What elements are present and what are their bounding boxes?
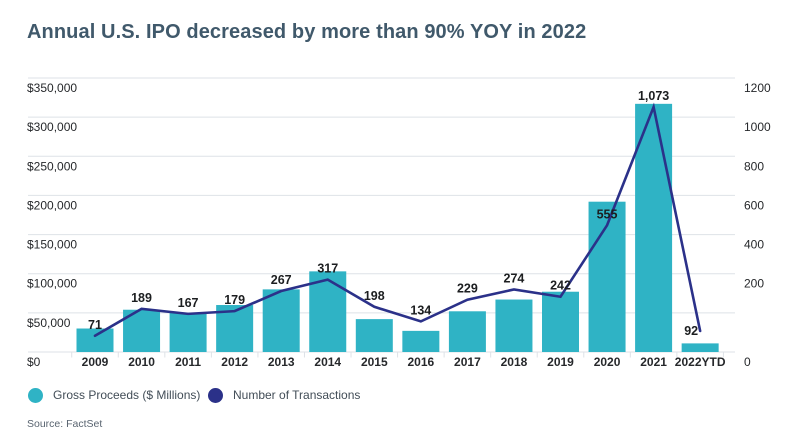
x-axis-label-2013: 2013 bbox=[268, 355, 295, 369]
right-axis-tick-label: 400 bbox=[744, 238, 764, 252]
transactions-label-2021: 1,073 bbox=[638, 89, 669, 103]
bar-2011 bbox=[169, 312, 207, 352]
bar-2017 bbox=[448, 311, 486, 352]
x-axis-label-2020: 2020 bbox=[594, 355, 621, 369]
left-axis-tick-label: $0 bbox=[27, 355, 41, 369]
transactions-label-2020: 555 bbox=[597, 207, 618, 221]
chart-title: Annual U.S. IPO decreased by more than 9… bbox=[27, 21, 587, 43]
x-axis-label-2019: 2019 bbox=[547, 355, 574, 369]
left-axis-tick-label: $350,000 bbox=[27, 81, 77, 95]
x-axis-label-2016: 2016 bbox=[407, 355, 434, 369]
chart-legend: Gross Proceeds ($ Millions) Number of Tr… bbox=[0, 387, 792, 405]
x-axis-label-2010: 2010 bbox=[128, 355, 155, 369]
bar-2009 bbox=[76, 328, 114, 352]
bar-2015 bbox=[355, 319, 393, 352]
left-axis-tick-label: $300,000 bbox=[27, 120, 77, 134]
transactions-label-2011: 167 bbox=[178, 296, 199, 310]
right-axis-tick-label: 600 bbox=[744, 198, 764, 212]
transactions-label-2017: 229 bbox=[457, 282, 478, 296]
transactions-label-2015: 198 bbox=[364, 289, 385, 303]
bar-2014 bbox=[309, 271, 347, 352]
right-axis-tick-label: 0 bbox=[744, 355, 751, 369]
transactions-line bbox=[93, 102, 702, 338]
x-axis-label-2021: 2021 bbox=[640, 355, 667, 369]
x-axis-labels: 2009 2010 2011 2012 2013 2014 2015 2016 2017 2018… bbox=[82, 355, 726, 369]
bar-2016 bbox=[402, 330, 440, 352]
left-axis-labels: $350,000 $300,000 $250,000 $200,000 $150,000… bbox=[27, 81, 77, 369]
left-axis-tick-label: $200,000 bbox=[27, 198, 77, 212]
transactions-label-2016: 134 bbox=[410, 303, 431, 317]
right-axis-tick-label: 1200 bbox=[744, 81, 771, 95]
right-axis-tick-label: 200 bbox=[744, 277, 764, 291]
x-axis-label-2017: 2017 bbox=[454, 355, 481, 369]
right-axis-labels: 1200 1000 800 600 400 200 0 bbox=[744, 81, 771, 369]
gross-proceeds-circle-icon bbox=[28, 387, 43, 403]
right-axis-tick-label: 1000 bbox=[744, 120, 771, 134]
transactions-label-2012: 179 bbox=[224, 293, 245, 307]
legend-item-transactions: Number of Transactions bbox=[208, 387, 360, 403]
transactions-circle-icon bbox=[208, 387, 223, 403]
transactions-label-2018: 274 bbox=[504, 271, 525, 285]
x-axis-label-2022YTD: 2022YTD bbox=[675, 355, 726, 369]
x-axis-label-2015: 2015 bbox=[361, 355, 388, 369]
bar-2021 bbox=[635, 103, 673, 352]
transactions-label-2014: 317 bbox=[317, 262, 338, 276]
left-axis-tick-label: $100,000 bbox=[27, 277, 77, 291]
left-axis-tick-label: $250,000 bbox=[27, 159, 77, 173]
legend-label-transactions: Number of Transactions bbox=[233, 388, 361, 402]
x-axis-label-2011: 2011 bbox=[175, 355, 201, 369]
legend-item-gross-proceeds: Gross Proceeds ($ Millions) bbox=[28, 387, 200, 403]
transactions-label-2022YTD: 92 bbox=[684, 324, 698, 338]
transactions-label-2010: 189 bbox=[131, 291, 152, 305]
bar-2018 bbox=[495, 299, 533, 352]
left-axis-tick-label: $50,000 bbox=[27, 316, 71, 330]
legend-label-gross-proceeds: Gross Proceeds ($ Millions) bbox=[53, 388, 201, 402]
x-axis-label-2009: 2009 bbox=[82, 355, 109, 369]
x-axis-label-2014: 2014 bbox=[314, 355, 341, 369]
x-axis-ticks bbox=[71, 352, 724, 358]
x-axis-label-2018: 2018 bbox=[501, 355, 528, 369]
source-note: Source: FactSet bbox=[27, 418, 103, 430]
left-axis-tick-label: $150,000 bbox=[27, 238, 77, 252]
transactions-label-2009: 71 bbox=[88, 318, 102, 332]
bar-2013 bbox=[262, 289, 300, 352]
transactions-label-2019: 242 bbox=[550, 279, 571, 293]
bar-2022YTD bbox=[681, 343, 719, 352]
bar-2019 bbox=[542, 291, 579, 352]
right-axis-tick-label: 800 bbox=[744, 159, 764, 173]
x-axis-label-2012: 2012 bbox=[221, 355, 248, 369]
transactions-data-labels: 71 189 167 179 267 317 198 134 229 274 242 555 1,073… bbox=[88, 89, 698, 338]
transactions-label-2013: 267 bbox=[271, 273, 292, 287]
